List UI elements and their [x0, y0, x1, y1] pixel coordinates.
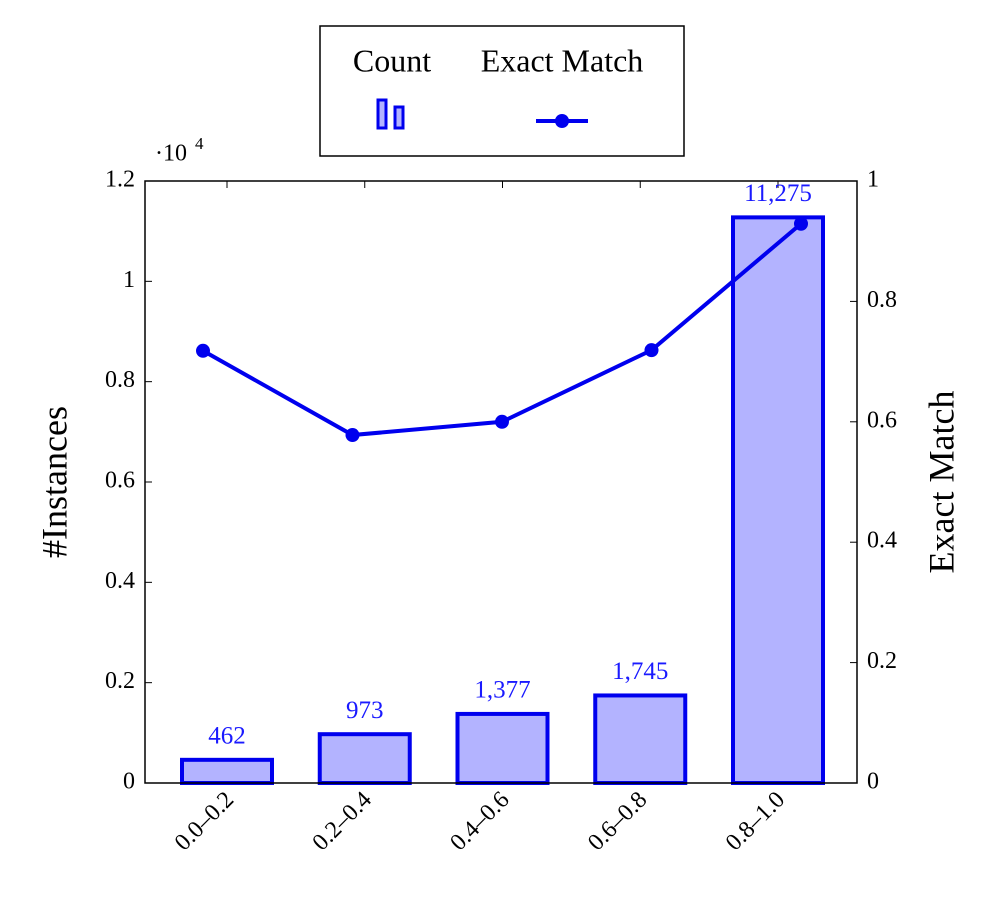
bar: [317, 732, 412, 785]
value-label: 973: [346, 697, 384, 724]
y-axis-title: #Instances: [34, 406, 74, 558]
x-tick-label: 0.6–0.8: [583, 787, 652, 856]
y2-tick-label: 0.6: [867, 407, 897, 433]
y-tick-label: 0.2: [105, 668, 135, 694]
line: [202, 222, 803, 438]
bar: [593, 693, 688, 785]
bar: [180, 757, 274, 785]
legend-label: Count: [353, 42, 431, 78]
value-label: 1,745: [612, 658, 668, 685]
point: [644, 343, 659, 358]
legend-label: Exact Match: [481, 42, 644, 78]
legend-swatch: [376, 98, 388, 130]
x-tick-label: 0.4–0.6: [445, 787, 514, 856]
value-label: 11,275: [744, 180, 812, 207]
y-tick-label: 0.8: [105, 367, 135, 393]
y-scale-base: ·10: [155, 141, 187, 167]
y2-axis-title: Exact Match: [921, 391, 961, 574]
x-tick-label: 0.8–1.0: [721, 787, 790, 856]
y2-tick-label: 1: [867, 167, 879, 193]
value-label: 462: [208, 723, 246, 750]
y-tick-label: 0.4: [105, 568, 135, 594]
point: [345, 428, 360, 443]
x-tick-label: 0.2–0.4: [308, 787, 377, 856]
y2-tick-label: 0.2: [867, 648, 897, 674]
plot-frame: [144, 180, 858, 784]
y2-tick-label: 0.8: [867, 287, 897, 313]
legend-box: [319, 25, 685, 157]
y-tick-label: 0.6: [105, 468, 135, 494]
point: [794, 216, 808, 231]
y-scale-exponent: 4: [195, 134, 204, 153]
x-tick-label: 0.0–0.2: [170, 787, 239, 856]
y-tick-label: 1: [123, 267, 135, 293]
y2-tick-label: 0.4: [867, 528, 897, 554]
y2-tick-label: 0: [867, 769, 879, 795]
point: [495, 414, 509, 429]
legend-swatch: [393, 105, 405, 130]
value-label: 1,377: [474, 677, 530, 704]
legend-marker: [555, 114, 569, 128]
y-tick-label: 0: [123, 769, 135, 795]
bar: [731, 215, 825, 785]
y-tick-label: 1.2: [105, 167, 135, 193]
point: [196, 343, 210, 358]
bar: [455, 711, 550, 785]
